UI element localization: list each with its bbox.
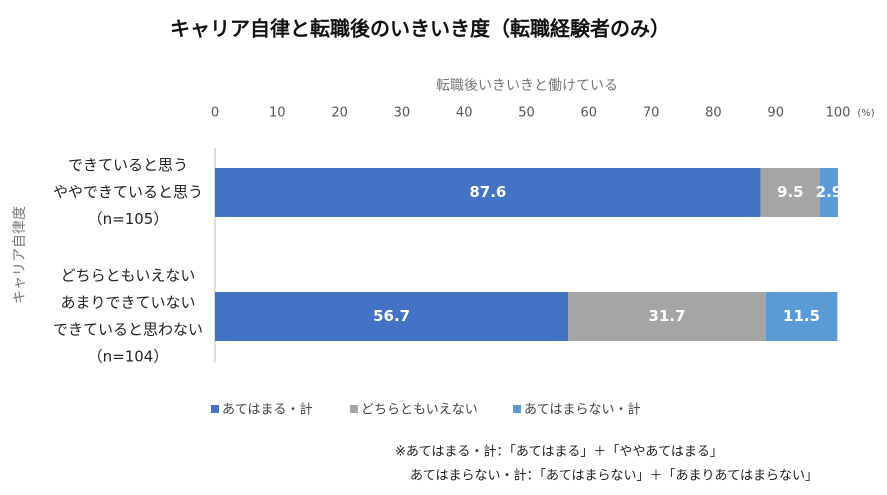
x-tick-label: 70: [643, 106, 660, 121]
x-tick-label: 80: [705, 106, 722, 121]
data-label: 2.9: [816, 183, 843, 201]
legend-swatch: [513, 405, 521, 413]
chart-title: キャリア自律と転職後のいきいき度（転職経験者のみ）: [170, 17, 670, 41]
bar-segment: [765, 292, 838, 341]
x-tick-label: 0: [211, 106, 219, 121]
y-tick-label: （n=105）: [88, 210, 169, 228]
bar-segment: [819, 168, 838, 217]
y-tick-label: あまりできていない: [60, 294, 195, 312]
legend-label: あてはまらない・計: [524, 402, 640, 418]
y-tick-label: どちらともいえない: [61, 267, 196, 285]
x-unit: (%): [857, 108, 874, 119]
data-label: 11.5: [783, 307, 820, 325]
x-axis-label: 転職後いきいきと働けている: [436, 78, 618, 94]
y-axis-label: キャリア自律度: [12, 206, 28, 304]
data-label: 9.5: [777, 183, 804, 201]
bar-segment: [568, 292, 766, 341]
footnote: あてはまらない・計：「あてはまらない」＋「あまりあてはまらない」: [410, 468, 818, 484]
legend-label: あてはまる・計: [222, 402, 312, 418]
bar-segment: [215, 292, 569, 341]
legend-label: どちらともいえない: [361, 403, 478, 418]
footnote: ※あてはまる・計：「あてはまる」＋「ややあてはまる」: [395, 444, 723, 460]
x-tick-label: 10: [269, 106, 286, 121]
x-tick-label: 100: [826, 106, 851, 121]
data-label: 87.6: [469, 183, 506, 201]
y-tick-label: ややできていると思う: [53, 183, 203, 201]
x-tick-label: 40: [456, 106, 473, 121]
y-tick-label: できていると思う: [68, 156, 188, 174]
bar-segment: [760, 168, 820, 217]
legend-swatch: [211, 405, 219, 413]
data-label: 31.7: [648, 307, 685, 325]
y-tick-label: できていると思わない: [53, 321, 203, 339]
x-tick-label: 50: [518, 106, 535, 121]
bar-segment: [215, 168, 761, 217]
x-tick-label: 30: [394, 106, 411, 121]
x-tick-label: 60: [581, 106, 598, 121]
x-tick-label: 90: [767, 106, 784, 121]
y-tick-label: （n=104）: [88, 348, 169, 366]
legend-swatch: [350, 405, 358, 413]
x-tick-label: 20: [331, 106, 348, 121]
data-label: 56.7: [373, 307, 410, 325]
